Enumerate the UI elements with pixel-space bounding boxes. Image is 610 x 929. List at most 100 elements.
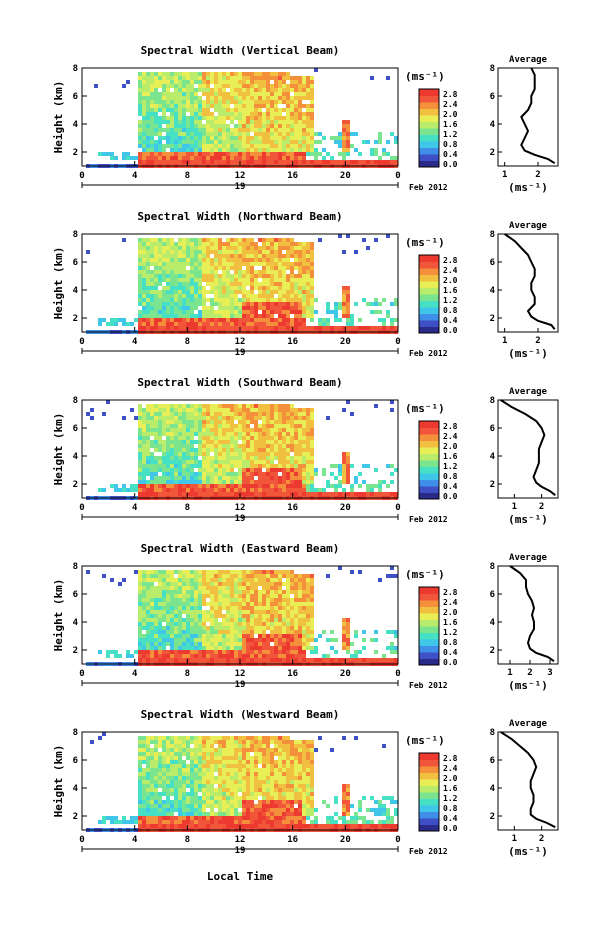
heatmap-cell [202,622,206,626]
heatmap-cell [238,270,242,274]
heatmap-cell [258,116,262,120]
heatmap-cell [194,72,198,76]
heatmap-cell [354,148,358,152]
heatmap-cell [238,278,242,282]
heatmap-cell [218,302,222,306]
heatmap-cell [178,440,182,444]
heatmap-cell [326,416,330,420]
heatmap-cell [190,258,194,262]
avg-y-tick-label: 2 [490,148,495,158]
heatmap-cell [310,160,314,164]
heatmap-cell [266,84,270,88]
heatmap-cell [390,480,394,484]
heatmap-cell [270,92,274,96]
heatmap-cell [210,298,214,302]
heatmap-cell [190,638,194,642]
heatmap-cell [218,578,222,582]
heatmap-cell [234,654,238,658]
heatmap-cell [306,420,310,424]
heatmap-cell [206,132,210,136]
heatmap-cell [134,488,138,492]
heatmap-cell [198,258,202,262]
heatmap-cell [342,124,346,128]
heatmap-cell [226,448,230,452]
heatmap-cell [174,152,178,156]
heatmap-cell [170,92,174,96]
heatmap-cell [242,492,246,496]
heatmap-cell [206,92,210,96]
heatmap-cell [294,266,298,270]
heatmap-cell [198,156,202,160]
heatmap-cell [146,610,150,614]
heatmap-cell [302,286,306,290]
heatmap-cell [202,246,206,250]
heatmap-cell [242,590,246,594]
heatmap-cell [274,104,278,108]
heatmap-cell [202,574,206,578]
heatmap-cell [166,84,170,88]
heatmap-cell [262,262,266,266]
heatmap-cell [254,436,258,440]
heatmap-cell [142,246,146,250]
heatmap-cell [234,266,238,270]
heatmap-cell [262,630,266,634]
heatmap-cell [226,460,230,464]
heatmap-cell [146,646,150,650]
heatmap-cell [166,322,170,326]
heatmap-cell [166,266,170,270]
heatmap-cell [194,238,198,242]
heatmap-cell [182,132,186,136]
heatmap-cell [254,104,258,108]
heatmap-cell [138,646,142,650]
heatmap-cell [250,148,254,152]
heatmap-cell [278,132,282,136]
heatmap-cell [186,598,190,602]
heatmap-cell [302,278,306,282]
heatmap-cell [198,444,202,448]
heatmap-cell [158,294,162,298]
heatmap-cell [194,294,198,298]
heatmap-cell [226,266,230,270]
heatmap-cell [298,254,302,258]
heatmap-cell [326,302,330,306]
heatmap-cell [226,602,230,606]
heatmap-cell [198,590,202,594]
heatmap-cell [142,626,146,630]
heatmap-cell [154,480,158,484]
x-tick-label: 0 [79,503,84,513]
heatmap-cell [230,416,234,420]
heatmap-cell [210,634,214,638]
heatmap-cell [278,626,282,630]
heatmap-cell [234,650,238,654]
heatmap-cell [138,314,142,318]
heatmap-cell [186,152,190,156]
avg-title: Average [509,221,548,231]
heatmap-cell [250,100,254,104]
heatmap-cell [142,642,146,646]
heatmap-cell [306,468,310,472]
heatmap-cell [266,128,270,132]
heatmap-cell [170,120,174,124]
heatmap-cell [262,610,266,614]
heatmap-cell [142,476,146,480]
heatmap-cell [294,92,298,96]
heatmap-cell [198,250,202,254]
heatmap-cell [174,274,178,278]
heatmap-cell [290,488,294,492]
heatmap-cell [258,302,262,306]
heatmap-cell [342,480,346,484]
heatmap-cell [190,104,194,108]
heatmap-cell [390,630,394,634]
heatmap-cell [218,468,222,472]
heatmap-cell [302,578,306,582]
heatmap-cell [242,412,246,416]
heatmap-cell [366,302,370,306]
heatmap-cell [170,326,174,330]
heatmap-cell [174,72,178,76]
heatmap-cell [310,80,314,84]
colorbar-tick-label: 0.4 [443,648,458,657]
heatmap-cell [262,424,266,428]
heatmap-cell [254,412,258,416]
heatmap-cell [246,140,250,144]
heatmap-cell [366,658,370,662]
